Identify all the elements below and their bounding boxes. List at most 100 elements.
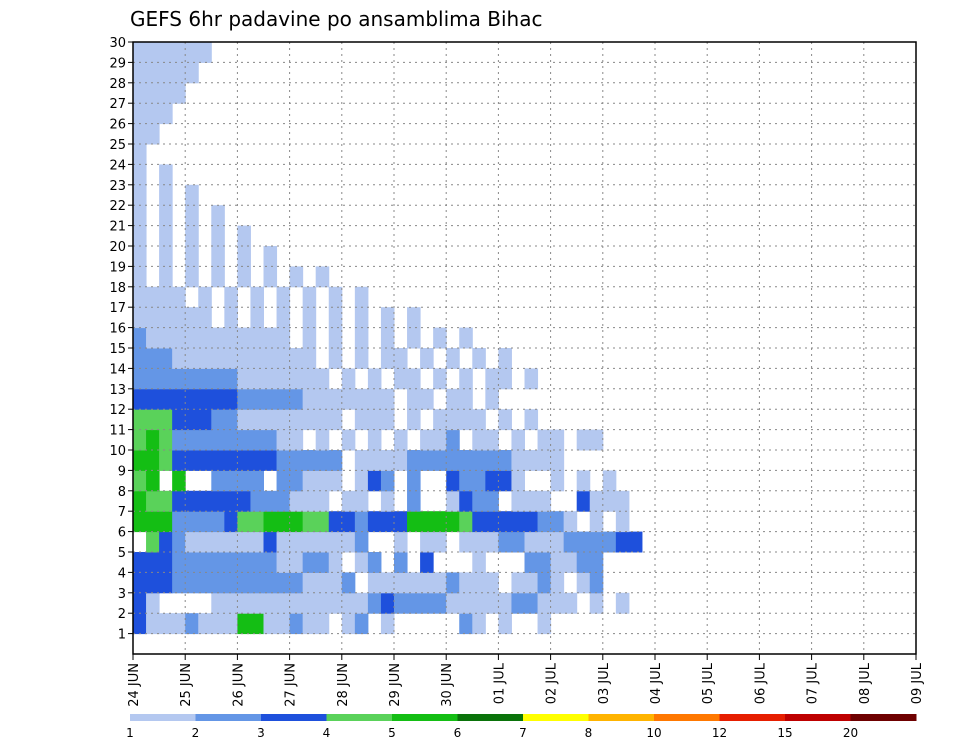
- heatmap-cell: [146, 82, 160, 104]
- heatmap-cell: [589, 552, 604, 573]
- heatmap-cell: [276, 307, 291, 329]
- y-tick-label: 29: [109, 56, 126, 71]
- heatmap-cell: [198, 572, 212, 594]
- heatmap-cell: [198, 409, 212, 431]
- heatmap-cell: [550, 592, 565, 614]
- heatmap-cell: [602, 470, 617, 492]
- heatmap-cell: [576, 429, 591, 451]
- heatmap-cell: [159, 246, 173, 267]
- heatmap-cell: [354, 552, 369, 573]
- heatmap-cell: [133, 164, 147, 186]
- heatmap-cell: [159, 164, 173, 186]
- heatmap-cell: [354, 592, 369, 614]
- heatmap-cell: [198, 388, 212, 410]
- heatmap-cell: [380, 450, 395, 471]
- heatmap-cell: [328, 327, 343, 349]
- heatmap-cell: [485, 450, 499, 471]
- heatmap-cell: [524, 409, 539, 431]
- heatmap-cell: [394, 552, 408, 573]
- x-tick-label: 01 JUL: [492, 662, 507, 704]
- heatmap-cell: [459, 409, 473, 431]
- heatmap-cell: [211, 225, 225, 247]
- heatmap-cell: [224, 613, 238, 635]
- colorbar-label: 3: [257, 726, 265, 740]
- x-tick-label: 28 JUN: [336, 663, 351, 707]
- heatmap-cell: [367, 511, 382, 533]
- heatmap-cell: [133, 42, 147, 63]
- x-tick-label: 30 JUN: [440, 663, 455, 707]
- heatmap-cell: [198, 450, 212, 471]
- heatmap-cell: [198, 552, 212, 573]
- heatmap-cell: [380, 470, 395, 492]
- heatmap-cell: [172, 409, 186, 431]
- heatmap-cell: [185, 307, 199, 329]
- heatmap-cell: [146, 429, 160, 451]
- heatmap-cell: [367, 388, 382, 410]
- heatmap-cell: [211, 470, 225, 492]
- heatmap-cell: [328, 572, 343, 594]
- heatmap-cell: [185, 531, 199, 553]
- heatmap-cell: [159, 286, 173, 308]
- heatmap-cell: [459, 388, 473, 410]
- y-tick-label: 10: [109, 444, 126, 459]
- heatmap-cell: [602, 490, 617, 512]
- heatmap-cell: [133, 103, 147, 125]
- heatmap-cell: [420, 572, 434, 594]
- heatmap-cell: [511, 490, 525, 512]
- heatmap-cell: [133, 450, 147, 471]
- heatmap-cell: [446, 429, 460, 451]
- heatmap-cell: [133, 286, 147, 308]
- heatmap-cell: [459, 531, 473, 553]
- heatmap-cell: [211, 531, 225, 553]
- heatmap-cell: [263, 348, 278, 369]
- heatmap-cell: [224, 490, 238, 512]
- heatmap-cell: [485, 511, 499, 533]
- heatmap-cell: [420, 450, 434, 471]
- heatmap-cell: [159, 409, 173, 431]
- heatmap-cell: [276, 470, 291, 492]
- heatmap-cell: [459, 450, 473, 471]
- heatmap-cell: [276, 286, 291, 308]
- heatmap-cell: [315, 592, 330, 614]
- heatmap-cell: [302, 490, 317, 512]
- heatmap-cell: [250, 286, 264, 308]
- heatmap-cell: [459, 592, 473, 614]
- heatmap-cell: [563, 511, 578, 533]
- heatmap-cell: [589, 592, 604, 614]
- heatmap-cell: [550, 531, 565, 553]
- heatmap-cell: [302, 552, 317, 573]
- heatmap-cell: [407, 470, 421, 492]
- heatmap-cell: [550, 429, 565, 451]
- y-tick-label: 2: [118, 607, 126, 622]
- heatmap-cell: [172, 327, 186, 349]
- heatmap-cell: [472, 531, 486, 553]
- heatmap-cell: [576, 572, 591, 594]
- heatmap-cell: [224, 511, 238, 533]
- heatmap-cell: [276, 490, 291, 512]
- heatmap-cell: [328, 409, 343, 431]
- x-tick-label: 07 JUL: [806, 662, 821, 704]
- heatmap-cell: [550, 552, 565, 573]
- heatmap-cell: [420, 552, 434, 573]
- heatmap-cell: [133, 490, 147, 512]
- y-tick-label: 24: [109, 158, 126, 173]
- heatmap-cell: [407, 572, 421, 594]
- heatmap-cell: [615, 490, 630, 512]
- heatmap-cell: [446, 490, 460, 512]
- heatmap-cell: [302, 409, 317, 431]
- heatmap-cell: [172, 82, 186, 104]
- heatmap-cell: [159, 490, 173, 512]
- heatmap-cell: [328, 592, 343, 614]
- heatmap-cell: [263, 531, 278, 553]
- heatmap-cell: [524, 572, 539, 594]
- heatmap-cell: [198, 490, 212, 512]
- heatmap-cell: [341, 429, 356, 451]
- y-tick-label: 18: [109, 281, 126, 296]
- heatmap-cell: [524, 450, 539, 471]
- y-tick-label: 1: [118, 628, 126, 643]
- colorbar-label: 4: [323, 726, 331, 740]
- heatmap-cell: [407, 409, 421, 431]
- heatmap-cell: [341, 592, 356, 614]
- heatmap-cell: [224, 450, 238, 471]
- colorbar-label: 15: [777, 726, 792, 740]
